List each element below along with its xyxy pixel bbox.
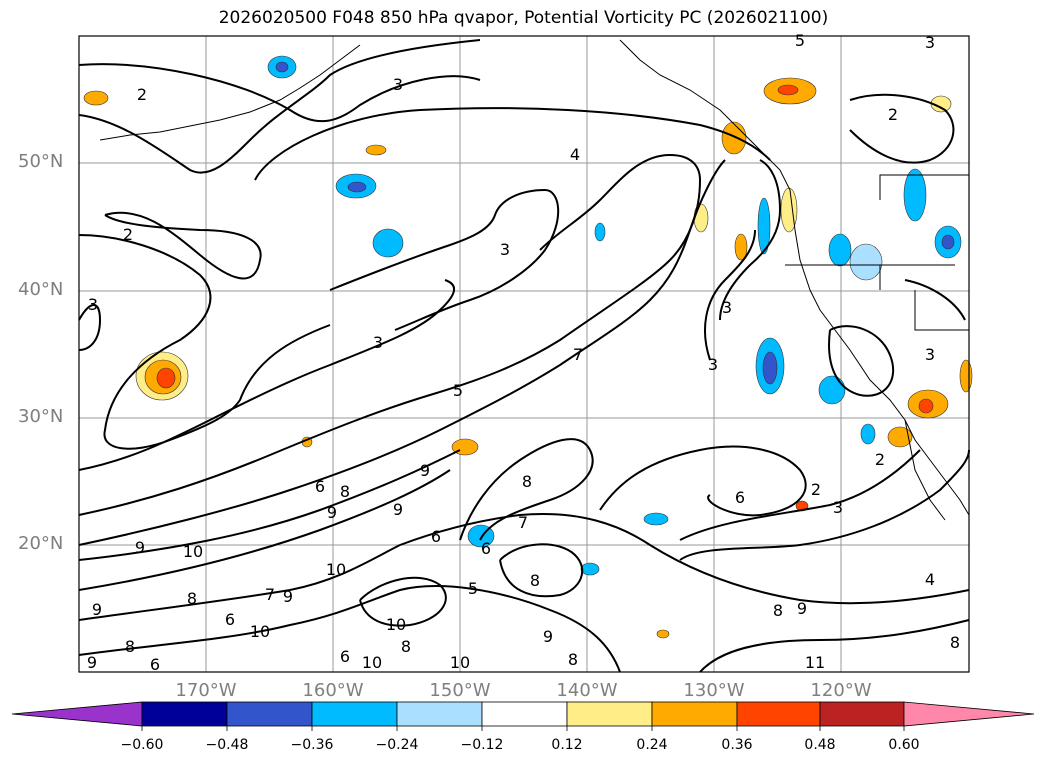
colorbar-tick-label: 0.36	[721, 737, 753, 753]
contour-label-8: 8	[187, 589, 197, 608]
lon-label-160w: 160°W	[302, 680, 364, 701]
contour-label-8: 8	[530, 571, 540, 590]
lon-label-170w: 170°W	[175, 680, 237, 701]
contour-label-9: 9	[87, 653, 97, 672]
contour-label-9: 9	[327, 503, 337, 522]
lat-label-50n: 50°N	[18, 151, 64, 172]
contour-label-10: 10	[450, 653, 470, 672]
contour-label-8: 8	[773, 601, 783, 620]
contour-label-9: 9	[797, 599, 807, 618]
contour-label-10: 10	[326, 560, 346, 579]
contour-label-9: 9	[92, 600, 102, 619]
contour-label-4: 4	[925, 570, 935, 589]
contour-label-9: 9	[393, 500, 403, 519]
colorbar-tick-label: −0.60	[120, 737, 164, 753]
contour-label-7: 7	[518, 513, 528, 532]
colorbar-tick-label: −0.24	[375, 737, 419, 753]
contour-label-6: 6	[150, 655, 160, 674]
lon-label-130w: 130°W	[683, 680, 745, 701]
contour-label-2: 2	[875, 450, 885, 469]
contour-label-9: 9	[420, 461, 430, 480]
contour-label-3: 3	[373, 333, 383, 352]
lon-label-140w: 140°W	[556, 680, 618, 701]
coastline	[99, 39, 970, 521]
colorbar-tick-label: −0.48	[205, 737, 249, 753]
contour-label-5: 5	[468, 579, 478, 598]
contour-label-3: 3	[925, 33, 935, 52]
contour-label-7: 7	[573, 345, 583, 364]
contour-label-8: 8	[950, 633, 960, 652]
contour-label-6: 6	[431, 527, 441, 546]
contour-label-3: 3	[393, 75, 403, 94]
contour-label-8: 8	[522, 472, 532, 491]
contour-label-5: 5	[795, 31, 805, 50]
contour-label-9: 9	[135, 538, 145, 557]
contour-label-7: 7	[265, 585, 275, 604]
colorbar-tick-label: 0.48	[804, 737, 836, 753]
contour-label-6: 6	[481, 539, 491, 558]
contour-label-3: 3	[708, 355, 718, 374]
colorbar-max-extend	[903, 701, 1035, 727]
contour-labels: 2 2 2 2 2 3 3 3 3 3 3 3 3 3 4 4 5 5 5 6 …	[87, 31, 960, 674]
contour-label-10: 10	[386, 615, 406, 634]
colorbar-tick-label: 0.12	[551, 737, 583, 753]
contour-label-8: 8	[125, 637, 135, 656]
contour-label-2: 2	[123, 225, 133, 244]
colorbar-min-extend	[11, 701, 143, 727]
pv-positive-areas	[83, 77, 973, 639]
contour-label-5: 5	[453, 381, 463, 400]
colorbar-tick-label: 0.24	[636, 737, 668, 753]
contour-label-6: 6	[225, 610, 235, 629]
contour-label-11: 11	[805, 653, 825, 672]
contour-label-3: 3	[500, 240, 510, 259]
contour-label-3: 3	[833, 498, 843, 517]
lon-label-150w: 150°W	[429, 680, 491, 701]
contour-label-3: 3	[722, 298, 732, 317]
colorbar	[11, 701, 1035, 731]
pv-shading	[83, 55, 973, 639]
map-frame	[78, 35, 970, 673]
colorbar-tick-label: −0.12	[460, 737, 504, 753]
lat-label-30n: 30°N	[18, 406, 64, 427]
lon-label-120w: 120°W	[810, 680, 872, 701]
contours	[78, 39, 970, 673]
contour-label-9: 9	[283, 587, 293, 606]
lat-label-20n: 20°N	[18, 533, 64, 554]
colorbar-tick-label: −0.36	[290, 737, 334, 753]
colorbar-tick-label: 0.60	[888, 737, 920, 753]
contour-label-10: 10	[362, 653, 382, 672]
contour-label-8: 8	[401, 637, 411, 656]
contour-label-6: 6	[315, 477, 325, 496]
contour-label-3: 3	[925, 345, 935, 364]
gridlines	[79, 36, 969, 672]
contour-label-2: 2	[137, 85, 147, 104]
contour-label-10: 10	[250, 622, 270, 641]
contour-label-10: 10	[183, 542, 203, 561]
map-title: 2026020500 F048 850 hPa qvapor, Potentia…	[218, 8, 829, 28]
contour-label-3: 3	[88, 295, 98, 314]
contour-label-9: 9	[543, 627, 553, 646]
contour-label-8: 8	[568, 650, 578, 669]
pv-negative-areas	[267, 55, 962, 576]
contour-label-8: 8	[340, 482, 350, 501]
contour-label-4: 4	[570, 145, 580, 164]
contour-label-6: 6	[340, 647, 350, 666]
lat-label-40n: 40°N	[18, 279, 64, 300]
contour-label-2: 2	[811, 480, 821, 499]
contour-label-6: 6	[735, 488, 745, 507]
contour-label-2: 2	[888, 105, 898, 124]
